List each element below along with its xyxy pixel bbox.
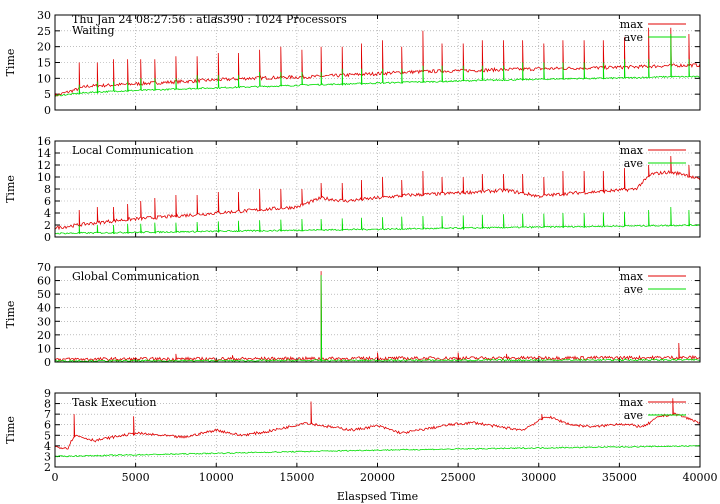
y-tick-label: 40 [37, 302, 51, 315]
series-max-line [54, 155, 701, 231]
x-tick-label: 5000 [122, 471, 150, 484]
y-tick-label: 4 [44, 440, 51, 453]
panel-4 [54, 392, 701, 468]
y-tick-label: 15 [37, 57, 51, 70]
series-ave-line [54, 33, 700, 97]
plot-frame [54, 266, 701, 363]
series-ave-line [54, 206, 701, 235]
x-axis-label: Elaspsed Time [337, 490, 418, 503]
y-tick-label: 5 [44, 429, 51, 442]
panel-1 [54, 14, 701, 111]
series-max-line [54, 398, 701, 450]
y-tick-label: 0 [44, 231, 51, 244]
y-tick-label: 6 [44, 195, 51, 208]
panel-2 [54, 140, 701, 238]
x-tick-label: 30000 [521, 471, 556, 484]
x-tick-label: 20000 [360, 471, 395, 484]
y-tick-label: 10 [37, 171, 51, 184]
y-tick-label: 4 [44, 207, 51, 220]
y-tick-label: 12 [37, 159, 51, 172]
legend-label: ave [624, 409, 643, 422]
plot-frame [54, 140, 701, 238]
y-tick-label: 8 [44, 183, 51, 196]
legend-label: max [620, 18, 644, 31]
panel-label: Task Execution [72, 396, 156, 409]
y-tick-label: 70 [37, 261, 51, 274]
y-tick-label: 10 [37, 72, 51, 85]
y-tick-label: 14 [37, 147, 51, 160]
plot-frame [54, 14, 701, 111]
legend-label: ave [624, 31, 643, 44]
y-tick-label: 2 [44, 219, 51, 232]
x-tick-label: 35000 [602, 471, 637, 484]
y-axis-label: Time [4, 49, 17, 77]
y-axis-label: Time [4, 416, 17, 444]
series-max-line [54, 27, 701, 98]
y-tick-label: 3 [44, 450, 51, 463]
y-tick-label: 5 [44, 88, 51, 101]
y-tick-label: 7 [44, 408, 51, 421]
y-axis-label: Time [4, 175, 17, 203]
y-tick-label: 30 [37, 315, 51, 328]
y-tick-label: 20 [37, 329, 51, 342]
legend-label: max [620, 270, 644, 283]
series-ave-line [54, 275, 701, 363]
header-title: Thu Jan 24 08:27:56 : atlas390 : 1024 Pr… [72, 13, 347, 26]
y-tick-label: 0 [44, 104, 51, 117]
y-tick-label: 9 [44, 387, 51, 400]
y-tick-label: 50 [37, 288, 51, 301]
series-ave-line [54, 445, 701, 458]
y-tick-label: 30 [37, 9, 51, 22]
panel-label: Waiting [72, 24, 115, 37]
panel-label: Local Communication [72, 144, 194, 157]
y-tick-label: 0 [44, 356, 51, 369]
y-axis-label: Time [4, 301, 17, 329]
y-tick-label: 8 [44, 398, 51, 411]
plot-frame [54, 392, 701, 468]
x-tick-label: 40000 [683, 471, 718, 484]
y-tick-label: 16 [37, 135, 51, 148]
x-tick-label: 10000 [199, 471, 234, 484]
x-tick-label: 0 [52, 471, 59, 484]
y-tick-label: 20 [37, 41, 51, 54]
y-tick-label: 10 [37, 342, 51, 355]
legend-label: ave [624, 157, 643, 170]
panel-label: Global Communication [72, 270, 200, 283]
series-max-line [54, 271, 701, 363]
y-tick-label: 6 [44, 419, 51, 432]
legend-label: ave [624, 283, 643, 296]
legend-label: max [620, 396, 644, 409]
x-tick-label: 15000 [279, 471, 314, 484]
y-tick-label: 60 [37, 275, 51, 288]
y-tick-label: 25 [37, 25, 51, 38]
legend-label: max [620, 144, 644, 157]
x-tick-label: 25000 [441, 471, 476, 484]
panel-3 [54, 266, 701, 363]
y-tick-label: 2 [44, 461, 51, 474]
